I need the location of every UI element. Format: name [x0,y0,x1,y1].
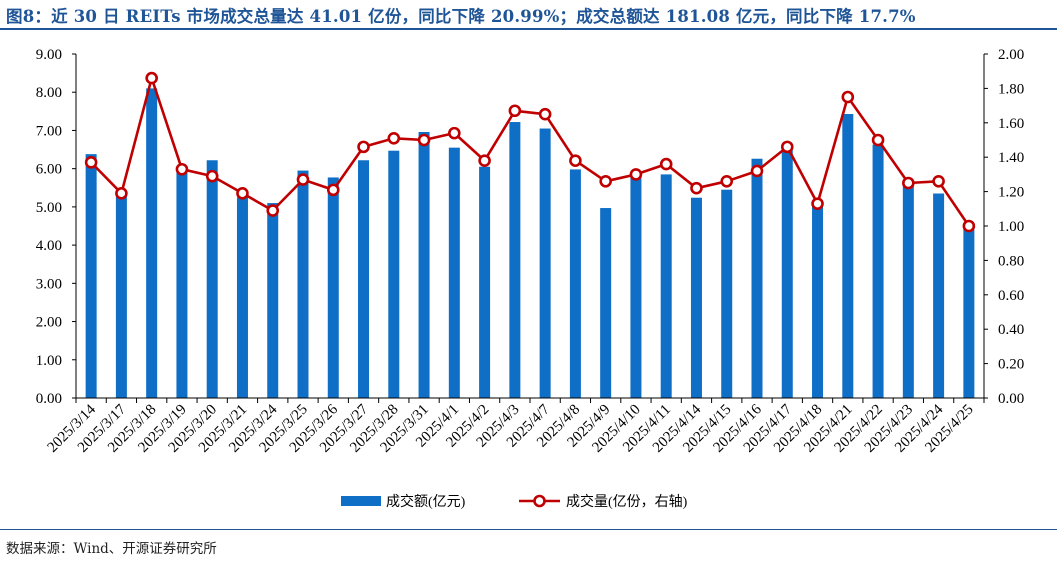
legend-bar-swatch [341,496,381,506]
bar [630,176,642,398]
bar [539,128,551,398]
source-rule [0,529,1057,530]
title-rule [0,28,1057,30]
bar [660,174,672,398]
y-left-tick-label: 8.00 [36,85,62,101]
bar [115,191,127,398]
y-right-tick-label: 1.60 [998,116,1024,132]
volume-point [326,183,340,197]
y-right-tick-label: 1.40 [998,150,1024,166]
volume-point [84,156,98,169]
y-right-tick-label: 1.00 [998,219,1024,235]
volume-point [236,187,249,200]
bar [297,170,309,398]
y-right-tick-label: 0.20 [998,357,1024,373]
chart: 0.00 1.00 2.00 3.00 4.00 5.00 6.00 7.00 8.00 9.00… [36,47,1025,510]
bar [872,144,884,398]
bar [479,166,491,398]
volume-point [205,169,219,183]
bar [812,205,824,398]
volume-point [780,140,794,154]
volume-point [145,71,158,85]
y-right-tick-label: 1.80 [998,81,1024,97]
volume-point [811,197,824,210]
y-left-tick-label: 2.00 [36,315,62,331]
y-left-tick-label: 0.00 [36,391,62,407]
volume-point [750,164,764,178]
y-left-tick-label: 1.00 [36,353,62,369]
chart-title: 图8：近 30 日 REITs 市场成交总量达 41.01 亿份，同比下降 20… [6,7,916,26]
bar [448,147,460,398]
bar [418,131,430,398]
y-left-tick-label: 9.00 [36,47,62,63]
volume-point [508,104,522,118]
bar [176,166,188,398]
volume-point [902,176,915,190]
bar [509,122,521,398]
source-note: 数据来源：Wind、开源证券研究所 [6,541,217,557]
volume-point [266,204,280,217]
bar [85,154,97,398]
volume-point [599,174,612,188]
y-left-tick-label: 3.00 [36,276,62,292]
legend-bar-label: 成交额(亿元) [386,493,466,510]
volume-point [569,154,582,167]
bar [751,158,763,398]
bar [842,114,854,399]
legend-line-label: 成交量(亿份，右轴) [566,493,688,510]
y-right-tick-label: 0.00 [998,391,1024,407]
bar [902,180,914,398]
bar [963,227,975,398]
volume-point [417,133,431,147]
volume-point [296,173,310,186]
volume-point [387,131,401,145]
volume-point [115,187,128,200]
bar [358,160,370,398]
volume-point [720,174,734,188]
y-left-tick-label: 6.00 [36,162,62,178]
volume-point [175,162,189,176]
bar [388,150,400,398]
volume-point [538,107,552,121]
bar [600,208,612,398]
volume-point [448,126,461,140]
volume-point [871,133,885,147]
volume-point [690,181,703,195]
bar [721,189,733,398]
volume-point [478,154,491,167]
y-right-tick-label: 0.80 [998,253,1024,269]
volume-line [90,76,970,227]
legend-line-marker [533,494,546,508]
y-left-tick-label: 4.00 [36,238,62,254]
y-left-tick-label: 5.00 [36,200,62,216]
volume-point [962,219,976,233]
bar [146,88,158,399]
y-left-tick-label: 7.00 [36,123,62,139]
bar [236,197,248,398]
bar [206,160,218,398]
y-right-tick-label: 2.00 [998,47,1024,63]
volume-point [629,168,643,181]
volume-point [659,157,673,171]
volume-point [932,174,945,188]
y-right-tick-label: 0.60 [998,288,1024,304]
bar [327,177,339,398]
y-right-tick-label: 1.20 [998,185,1024,201]
bar [690,197,702,398]
bar [933,193,945,398]
bar [781,150,793,398]
volume-point [357,140,370,154]
bar [569,169,581,398]
y-right-tick-label: 0.40 [998,322,1024,338]
bar [267,203,279,398]
volume-point [841,90,855,104]
